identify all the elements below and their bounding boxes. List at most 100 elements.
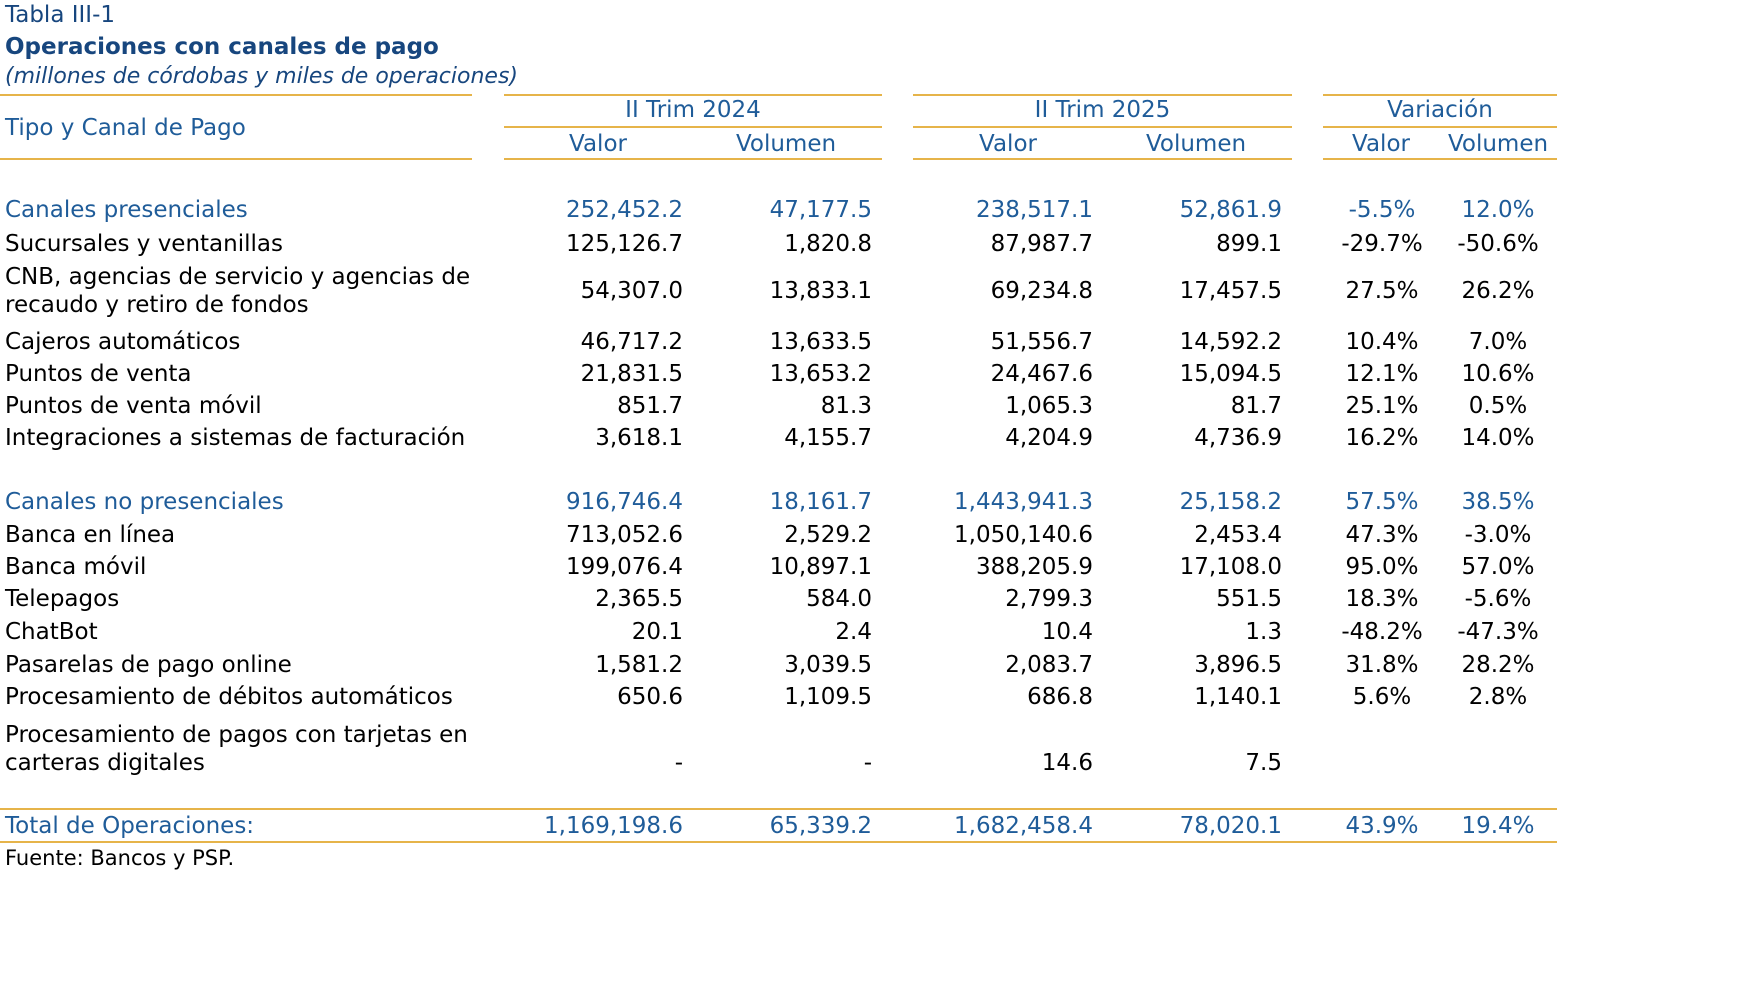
header-bottom-rule-2025 — [913, 158, 1292, 160]
header-mid-rule-2024 — [504, 126, 882, 128]
table-cell: 57.5% — [1345, 489, 1419, 515]
table-cell: 27.5% — [1345, 278, 1419, 304]
table-cell: 650.6 — [617, 684, 683, 710]
table-cell: 18.3% — [1345, 586, 1419, 612]
table-cell: -5.5% — [1348, 197, 1416, 223]
table-cell: 125,126.7 — [565, 231, 683, 257]
period-header-2025: II Trim 2025 — [1034, 97, 1171, 123]
row-label: Procesamiento de pagos con tarjetas en c… — [5, 722, 468, 776]
table-cell: 28.2% — [1461, 652, 1535, 678]
row-label: Canales no presenciales — [5, 489, 284, 515]
table-cell: 1,140.1 — [1194, 684, 1282, 710]
table-cell: 1,169,198.6 — [544, 813, 683, 839]
total-top-rule — [0, 808, 1557, 810]
table-cell: 1,820.8 — [784, 231, 872, 257]
table-title: Operaciones con canales de pago — [5, 34, 439, 60]
row-header: Tipo y Canal de Pago — [5, 115, 246, 141]
table-cell: 388,205.9 — [975, 554, 1093, 580]
header-top-rule-left — [0, 94, 472, 96]
row-label: Puntos de venta móvil — [5, 393, 262, 419]
table-cell: 4,155.7 — [784, 425, 872, 451]
table-cell: 81.7 — [1230, 393, 1282, 419]
table-cell: 3,896.5 — [1194, 652, 1282, 678]
table-cell: 713,052.6 — [565, 522, 683, 548]
table-cell: 13,653.2 — [769, 361, 872, 387]
table-cell: 12.1% — [1345, 361, 1419, 387]
table-cell: 199,076.4 — [565, 554, 683, 580]
table-cell: 1,065.3 — [1005, 393, 1093, 419]
header-top-rule-var — [1323, 94, 1557, 96]
table-cell: 238,517.1 — [975, 197, 1093, 223]
row-label: Integraciones a sistemas de facturación — [5, 425, 466, 451]
table-cell: 1.3 — [1245, 619, 1282, 645]
table-cell: 1,050,140.6 — [954, 522, 1093, 548]
table-cell: 31.8% — [1345, 652, 1419, 678]
subcol-header: Volumen — [1447, 131, 1549, 157]
table-cell: 10.6% — [1461, 361, 1535, 387]
table-cell: 16.2% — [1345, 425, 1419, 451]
period-header-variacion: Variación — [1387, 97, 1493, 123]
table-cell: 10.4% — [1345, 329, 1419, 355]
table-cell: 2,365.5 — [595, 586, 683, 612]
table-cell: 1,581.2 — [595, 652, 683, 678]
row-label: CNB, agencias de servicio y agencias de … — [5, 264, 471, 318]
row-label: Puntos de venta — [5, 361, 192, 387]
table-cell: - — [863, 750, 872, 776]
table-cell: 4,204.9 — [1005, 425, 1093, 451]
source-note: Fuente: Bancos y PSP. — [5, 846, 235, 870]
row-label: ChatBot — [5, 619, 98, 645]
table-cell: 81.3 — [820, 393, 872, 419]
subcol-header: Valor — [569, 131, 627, 157]
table-cell: 95.0% — [1345, 554, 1419, 580]
table-cell: 2,453.4 — [1194, 522, 1282, 548]
table-cell: 2,799.3 — [1005, 586, 1093, 612]
table-cell: 686.8 — [1027, 684, 1093, 710]
table-cell: 10,897.1 — [769, 554, 872, 580]
table-cell: 13,833.1 — [769, 278, 872, 304]
table-cell: 584.0 — [806, 586, 872, 612]
table-cell: -29.7% — [1341, 231, 1423, 257]
table-cell: 18,161.7 — [769, 489, 872, 515]
table-cell: 12.0% — [1461, 197, 1535, 223]
table-cell: -5.6% — [1464, 586, 1532, 612]
table-cell: 87,987.7 — [990, 231, 1093, 257]
table-cell: 57.0% — [1461, 554, 1535, 580]
total-label: Total de Operaciones: — [5, 813, 255, 839]
table-cell: 20.1 — [631, 619, 683, 645]
table-cell: 21,831.5 — [580, 361, 683, 387]
subcol-header: Volumen — [1145, 131, 1247, 157]
table-cell: 916,746.4 — [565, 489, 683, 515]
table-cell: 78,020.1 — [1179, 813, 1282, 839]
table-cell: 851.7 — [617, 393, 683, 419]
row-label: Pasarelas de pago online — [5, 652, 292, 678]
table-cell: 2.4 — [835, 619, 872, 645]
row-label: Banca en línea — [5, 522, 176, 548]
total-bottom-rule — [0, 841, 1557, 843]
table-cell: 14.6 — [1041, 750, 1093, 776]
table-cell: 5.6% — [1352, 684, 1412, 710]
table-cell: 43.9% — [1345, 813, 1419, 839]
table-cell: 38.5% — [1461, 489, 1535, 515]
subcol-header: Valor — [979, 131, 1037, 157]
table-cell: -3.0% — [1464, 522, 1532, 548]
subcol-header: Volumen — [735, 131, 837, 157]
header-mid-rule-var — [1323, 126, 1557, 128]
table-cell: 54,307.0 — [580, 278, 683, 304]
table-cell: 17,108.0 — [1179, 554, 1282, 580]
table-cell: 7.5 — [1245, 750, 1282, 776]
header-bottom-rule-left — [0, 158, 472, 160]
table-cell: 25,158.2 — [1179, 489, 1282, 515]
table-cell: -48.2% — [1341, 619, 1423, 645]
table-cell: 47.3% — [1345, 522, 1419, 548]
table-cell: - — [674, 750, 683, 776]
table-subtitle: (millones de córdobas y miles de operaci… — [5, 64, 518, 89]
table-cell: 14.0% — [1461, 425, 1535, 451]
table-cell: 10.4 — [1041, 619, 1093, 645]
table-cell: 899.1 — [1216, 231, 1282, 257]
table-cell: -47.3% — [1457, 619, 1539, 645]
table-cell: 15,094.5 — [1179, 361, 1282, 387]
table-cell: 65,339.2 — [769, 813, 872, 839]
table-cell: 3,039.5 — [784, 652, 872, 678]
table-cell: 7.0% — [1468, 329, 1528, 355]
table-cell: 14,592.2 — [1179, 329, 1282, 355]
